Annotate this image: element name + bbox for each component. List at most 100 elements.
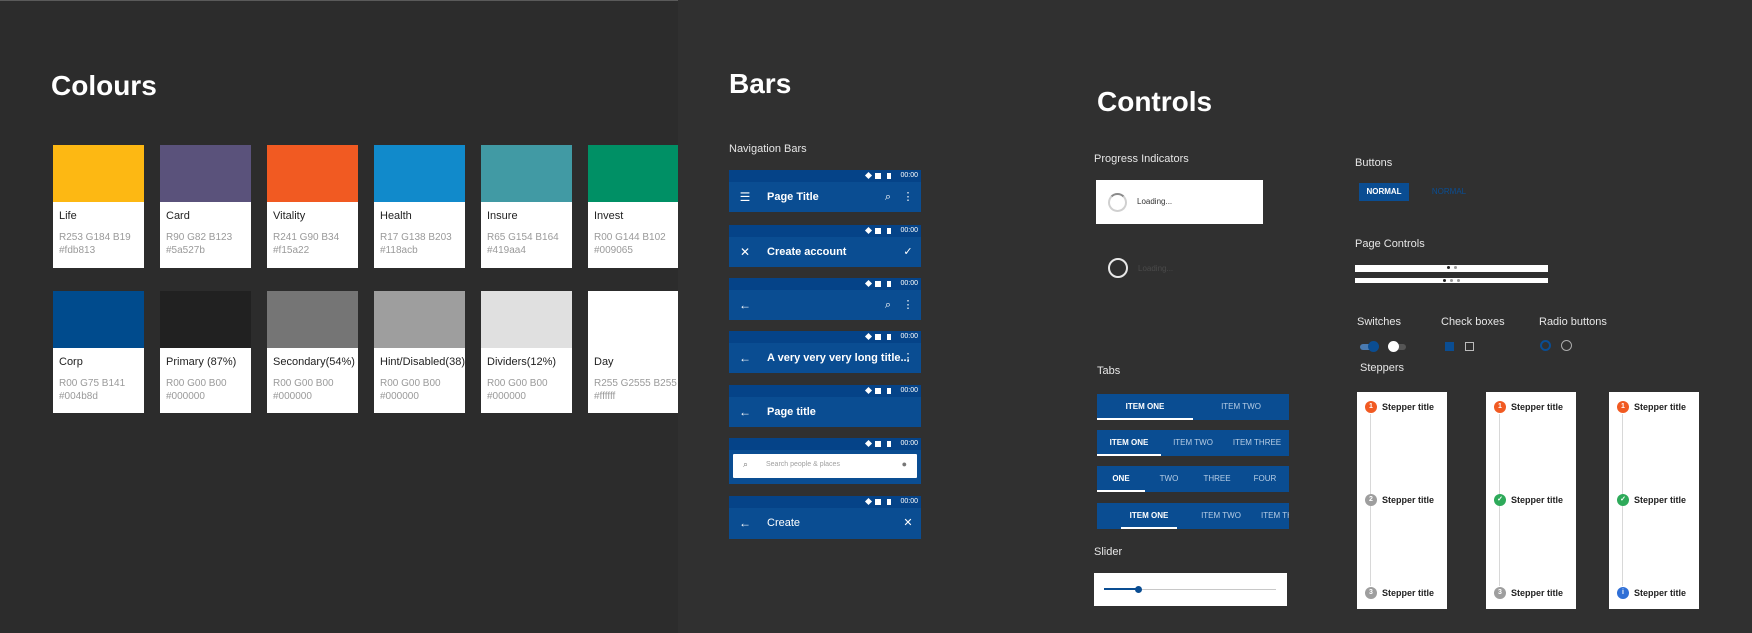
tab-one[interactable]: ONE xyxy=(1097,466,1145,492)
colour-hex: #000000 xyxy=(273,391,312,402)
tab-item-three[interactable]: ITEM THREE xyxy=(1261,511,1289,520)
colour-name: Vitality xyxy=(273,210,306,222)
microphone-icon[interactable]: ● xyxy=(901,459,907,469)
back-arrow-icon[interactable]: ← xyxy=(739,298,751,312)
signal-icon xyxy=(875,334,881,340)
colour-chip xyxy=(267,291,358,348)
slider-card xyxy=(1094,573,1287,606)
colour-chip xyxy=(374,291,465,348)
page-dot[interactable] xyxy=(1454,266,1457,269)
tab-four[interactable]: FOUR xyxy=(1253,474,1277,483)
status-bar: 00:00 xyxy=(729,385,921,397)
status-bar: 00:00 xyxy=(729,170,921,182)
switch-on[interactable] xyxy=(1360,341,1379,352)
stepper-step[interactable]: 3 Stepper title xyxy=(1365,587,1445,599)
more-vert-icon[interactable]: ⋮ xyxy=(902,191,914,203)
create-text-input[interactable]: Create xyxy=(767,517,801,529)
colour-rgb: R00 G00 B00 xyxy=(380,378,441,389)
close-icon[interactable]: ✕ xyxy=(739,245,751,259)
slider-thumb[interactable] xyxy=(1135,586,1143,593)
nav-bar-long-title: 00:00 ← A very very very long title... ⋮ xyxy=(729,331,921,373)
battery-icon xyxy=(887,281,891,287)
tab-item-three[interactable]: ITEM THREE xyxy=(1232,438,1282,447)
tab-item-one[interactable]: ITEM ONE xyxy=(1097,430,1161,456)
tabs-label: Tabs xyxy=(1097,365,1121,377)
colour-name: Health xyxy=(380,210,412,222)
tab-item-one[interactable]: ITEM ONE xyxy=(1117,503,1181,529)
status-bar: 00:00 xyxy=(729,278,921,290)
wifi-icon xyxy=(864,279,873,288)
more-vert-icon[interactable]: ⋮ xyxy=(902,352,914,364)
tab-item-two[interactable]: ITEM TWO xyxy=(1201,511,1241,520)
switch-off[interactable] xyxy=(1388,341,1406,352)
buttons-label: Buttons xyxy=(1355,157,1393,169)
colour-swatch: Primary (87%) R00 G00 B00 #000000 xyxy=(160,291,251,413)
page-dot-active[interactable] xyxy=(1447,266,1450,269)
wifi-icon xyxy=(864,226,873,235)
search-icon[interactable]: ⌕ xyxy=(884,299,892,311)
colour-swatch: Hint/Disabled(38) R00 G00 B00 #000000 xyxy=(374,291,465,413)
colour-swatch: Corp R00 G75 B141 #004b8d xyxy=(53,291,144,413)
colour-rgb: R65 G154 B164 xyxy=(487,232,559,243)
colour-name: Primary (87%) xyxy=(166,356,237,368)
colour-hex: #fdb813 xyxy=(59,245,96,256)
page-dot-active[interactable] xyxy=(1443,279,1446,282)
tab-three[interactable]: THREE xyxy=(1203,474,1231,483)
stepper-step[interactable]: ✓ Stepper title xyxy=(1617,494,1697,506)
page-dot[interactable] xyxy=(1457,279,1460,282)
colour-hex: #000000 xyxy=(166,391,205,402)
checkboxes-label: Check boxes xyxy=(1441,316,1505,328)
radio-selected[interactable] xyxy=(1540,340,1551,351)
page-control-bar xyxy=(1355,278,1548,283)
search-placeholder: Search people & places xyxy=(766,461,840,468)
back-arrow-icon[interactable]: ← xyxy=(739,405,751,419)
bars-heading: Bars xyxy=(729,68,792,99)
colour-name: Dividers(12%) xyxy=(487,356,557,368)
checkbox-checked[interactable] xyxy=(1445,342,1454,351)
flat-button[interactable]: NORMAL xyxy=(1431,187,1467,196)
stepper-step[interactable]: 2 Stepper title xyxy=(1365,494,1445,506)
normal-button[interactable]: NORMAL xyxy=(1359,183,1409,201)
tab-item-two[interactable]: ITEM TWO xyxy=(1173,438,1213,447)
progress-indicators-label: Progress Indicators xyxy=(1094,153,1189,165)
nav-bar-page-title: 00:00 ☰ Page Title ⌕ ⋮ xyxy=(729,170,921,212)
page-dot[interactable] xyxy=(1450,279,1453,282)
search-input[interactable]: ⌕ Search people & places ● xyxy=(733,454,917,478)
stepper-step[interactable]: ✓ Stepper title xyxy=(1494,494,1574,506)
status-time: 00:00 xyxy=(900,440,918,447)
colour-chip xyxy=(481,145,572,202)
top-divider xyxy=(0,0,678,1)
more-vert-icon[interactable]: ⋮ xyxy=(902,299,914,311)
signal-icon xyxy=(875,388,881,394)
stepper-step[interactable]: 1 Stepper title xyxy=(1494,401,1574,413)
stepper-step[interactable]: 1 Stepper title xyxy=(1365,401,1445,413)
tab-item-one[interactable]: ITEM ONE xyxy=(1097,394,1193,420)
colour-chip xyxy=(160,145,251,202)
colour-name: Secondary(54%) xyxy=(273,356,355,368)
stepper-step[interactable]: i Stepper title xyxy=(1617,587,1697,599)
close-icon[interactable]: ✕ xyxy=(903,517,913,529)
colour-name: Day xyxy=(594,356,614,368)
radio-unselected[interactable] xyxy=(1561,340,1572,351)
tab-two[interactable]: TWO xyxy=(1159,474,1179,483)
stepper-step[interactable]: 3 Stepper title xyxy=(1494,587,1574,599)
menu-icon[interactable]: ☰ xyxy=(739,190,751,204)
colour-hex: #000000 xyxy=(380,391,419,402)
colour-chip xyxy=(588,291,678,348)
search-icon[interactable]: ⌕ xyxy=(884,191,892,203)
colour-chip xyxy=(160,291,251,348)
slider-track[interactable] xyxy=(1104,586,1276,593)
nav-title: Create account xyxy=(767,246,847,258)
colour-chip xyxy=(267,145,358,202)
stepper-step[interactable]: 1 Stepper title xyxy=(1617,401,1697,413)
colour-chip xyxy=(374,145,465,202)
battery-icon xyxy=(887,334,891,340)
tab-item-two[interactable]: ITEM TWO xyxy=(1221,402,1261,411)
checkbox-unchecked[interactable] xyxy=(1465,342,1474,351)
spinner-icon xyxy=(1108,193,1127,212)
colour-swatch: Insure R65 G154 B164 #419aa4 xyxy=(481,145,572,268)
check-icon[interactable]: ✓ xyxy=(903,246,913,258)
spinner-icon xyxy=(1108,258,1128,278)
back-arrow-icon[interactable]: ← xyxy=(739,351,751,365)
back-arrow-icon[interactable]: ← xyxy=(739,516,751,530)
